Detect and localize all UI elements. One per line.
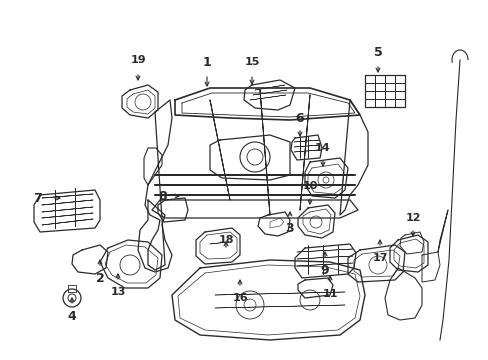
Text: 7: 7 [34,192,42,204]
Text: 6: 6 [295,112,304,125]
Text: 16: 16 [232,293,247,303]
Text: 17: 17 [371,253,387,263]
Text: 8: 8 [159,189,167,202]
Text: 3: 3 [285,221,294,234]
Text: 2: 2 [96,271,104,284]
Text: 1: 1 [202,55,211,68]
Text: 18: 18 [218,235,233,245]
Text: 4: 4 [67,310,76,323]
Text: 14: 14 [315,143,330,153]
Text: 12: 12 [405,213,420,223]
Text: 11: 11 [322,289,337,299]
Text: 10: 10 [302,181,317,191]
Text: 19: 19 [130,55,145,65]
Text: 13: 13 [110,287,125,297]
Text: 15: 15 [244,57,259,67]
Text: 9: 9 [320,264,328,276]
Text: 5: 5 [373,45,382,58]
